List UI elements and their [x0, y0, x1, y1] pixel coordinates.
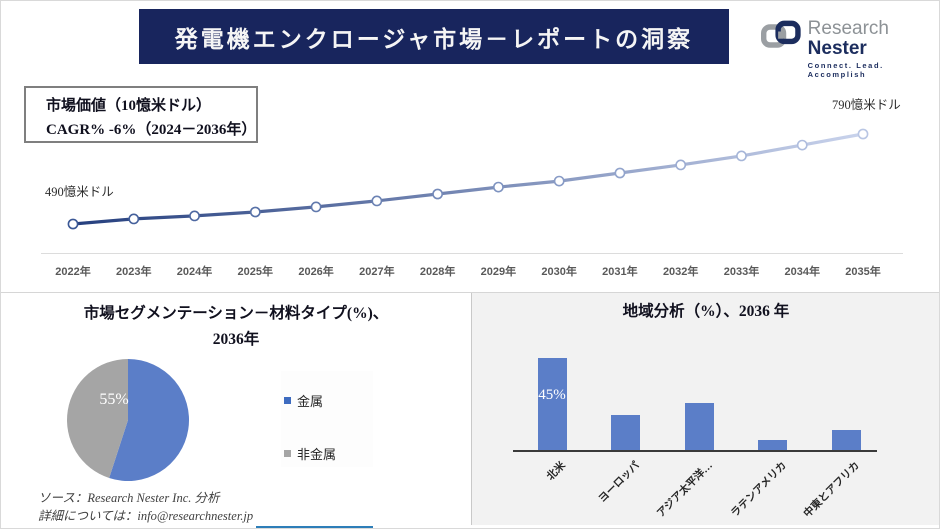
bar-chart-title: 地域分析（%）、2036 年 — [622, 303, 790, 320]
year-label: 2027年 — [359, 266, 395, 278]
brand-name: Research Nester — [808, 19, 939, 59]
brand-research: Research — [807, 18, 889, 39]
research-nester-logo: Research Nester Connect. Lead. Accomplis… — [761, 19, 939, 79]
pie-title-line2: 2036年 — [212, 331, 260, 348]
pie-legend-panel — [281, 371, 373, 467]
logo-text: Research Nester Connect. Lead. Accomplis… — [807, 19, 939, 80]
source-note: ソース：Research Nester Inc. 分析 — [38, 491, 220, 505]
year-label: 2022年 — [55, 266, 91, 278]
year-label: 2030年 — [541, 266, 577, 278]
year-label: 2024年 — [176, 266, 213, 278]
line-chart-axis — [41, 253, 903, 254]
legend-swatch — [284, 397, 291, 404]
line-start-value-label: 490憶米ドル — [45, 185, 114, 199]
bar-1 — [611, 415, 640, 450]
vertical-divider — [471, 293, 472, 525]
year-label: 2032年 — [662, 266, 699, 278]
year-label: 2026年 — [298, 266, 334, 278]
year-label: 2033年 — [723, 266, 760, 278]
email-underline — [256, 526, 373, 528]
legend-item-nonmetal: 非金属 — [284, 444, 336, 463]
chain-link-icon — [761, 20, 801, 48]
legend-item-metal: 金属 — [284, 391, 323, 410]
legend-swatch — [284, 450, 291, 457]
pie-data-label: 55% — [99, 391, 129, 408]
brand-tagline: Connect. Lead. Accomplish — [807, 61, 884, 79]
pie-chart-title: 市場セグメンテーション－材料タイプ(%)、 2036年 — [31, 301, 441, 353]
bar-3 — [758, 439, 787, 450]
year-label: 2028年 — [419, 266, 456, 278]
bar-2 — [684, 402, 714, 450]
line-end-value-label: 790憶米ドル — [832, 98, 901, 112]
year-label: 2031年 — [602, 266, 638, 278]
bar-4 — [831, 429, 861, 450]
report-title-banner: 発電機エンクロージャ市場－レポートの洞察 — [139, 9, 729, 64]
year-label: 2034年 — [784, 266, 820, 278]
year-label: 2025年 — [237, 266, 274, 278]
bar-0 — [537, 357, 567, 450]
bar-chart-axis — [513, 450, 877, 452]
year-label: 2023年 — [116, 266, 152, 278]
bar-data-label: 45% — [538, 387, 566, 403]
market-value-cagr-box: 市場価値（10憶米ドル） CAGR% -6%（2024－2036年） — [24, 86, 258, 143]
cagr-text: CAGR% -6%（2024－2036年） — [46, 122, 257, 138]
year-label: 2029年 — [480, 266, 517, 278]
horizontal-divider — [1, 292, 939, 293]
legend-label: 非金属 — [297, 447, 337, 462]
market-value-text: 市場価値（10憶米ドル） — [46, 98, 212, 114]
brand-nester: Nester — [807, 38, 867, 59]
pie-title-line1: 市場セグメンテーション－材料タイプ(%)、 — [83, 305, 389, 322]
contact-note: 詳細については：info@researchnester.jp — [38, 509, 254, 523]
market-growth-line-chart — [67, 128, 869, 230]
legend-label: 金属 — [297, 394, 324, 409]
material-type-pie-chart — [67, 359, 190, 481]
page-title: 発電機エンクロージャ市場－レポートの洞察 — [174, 26, 694, 52]
year-label: 2035年 — [845, 266, 881, 278]
